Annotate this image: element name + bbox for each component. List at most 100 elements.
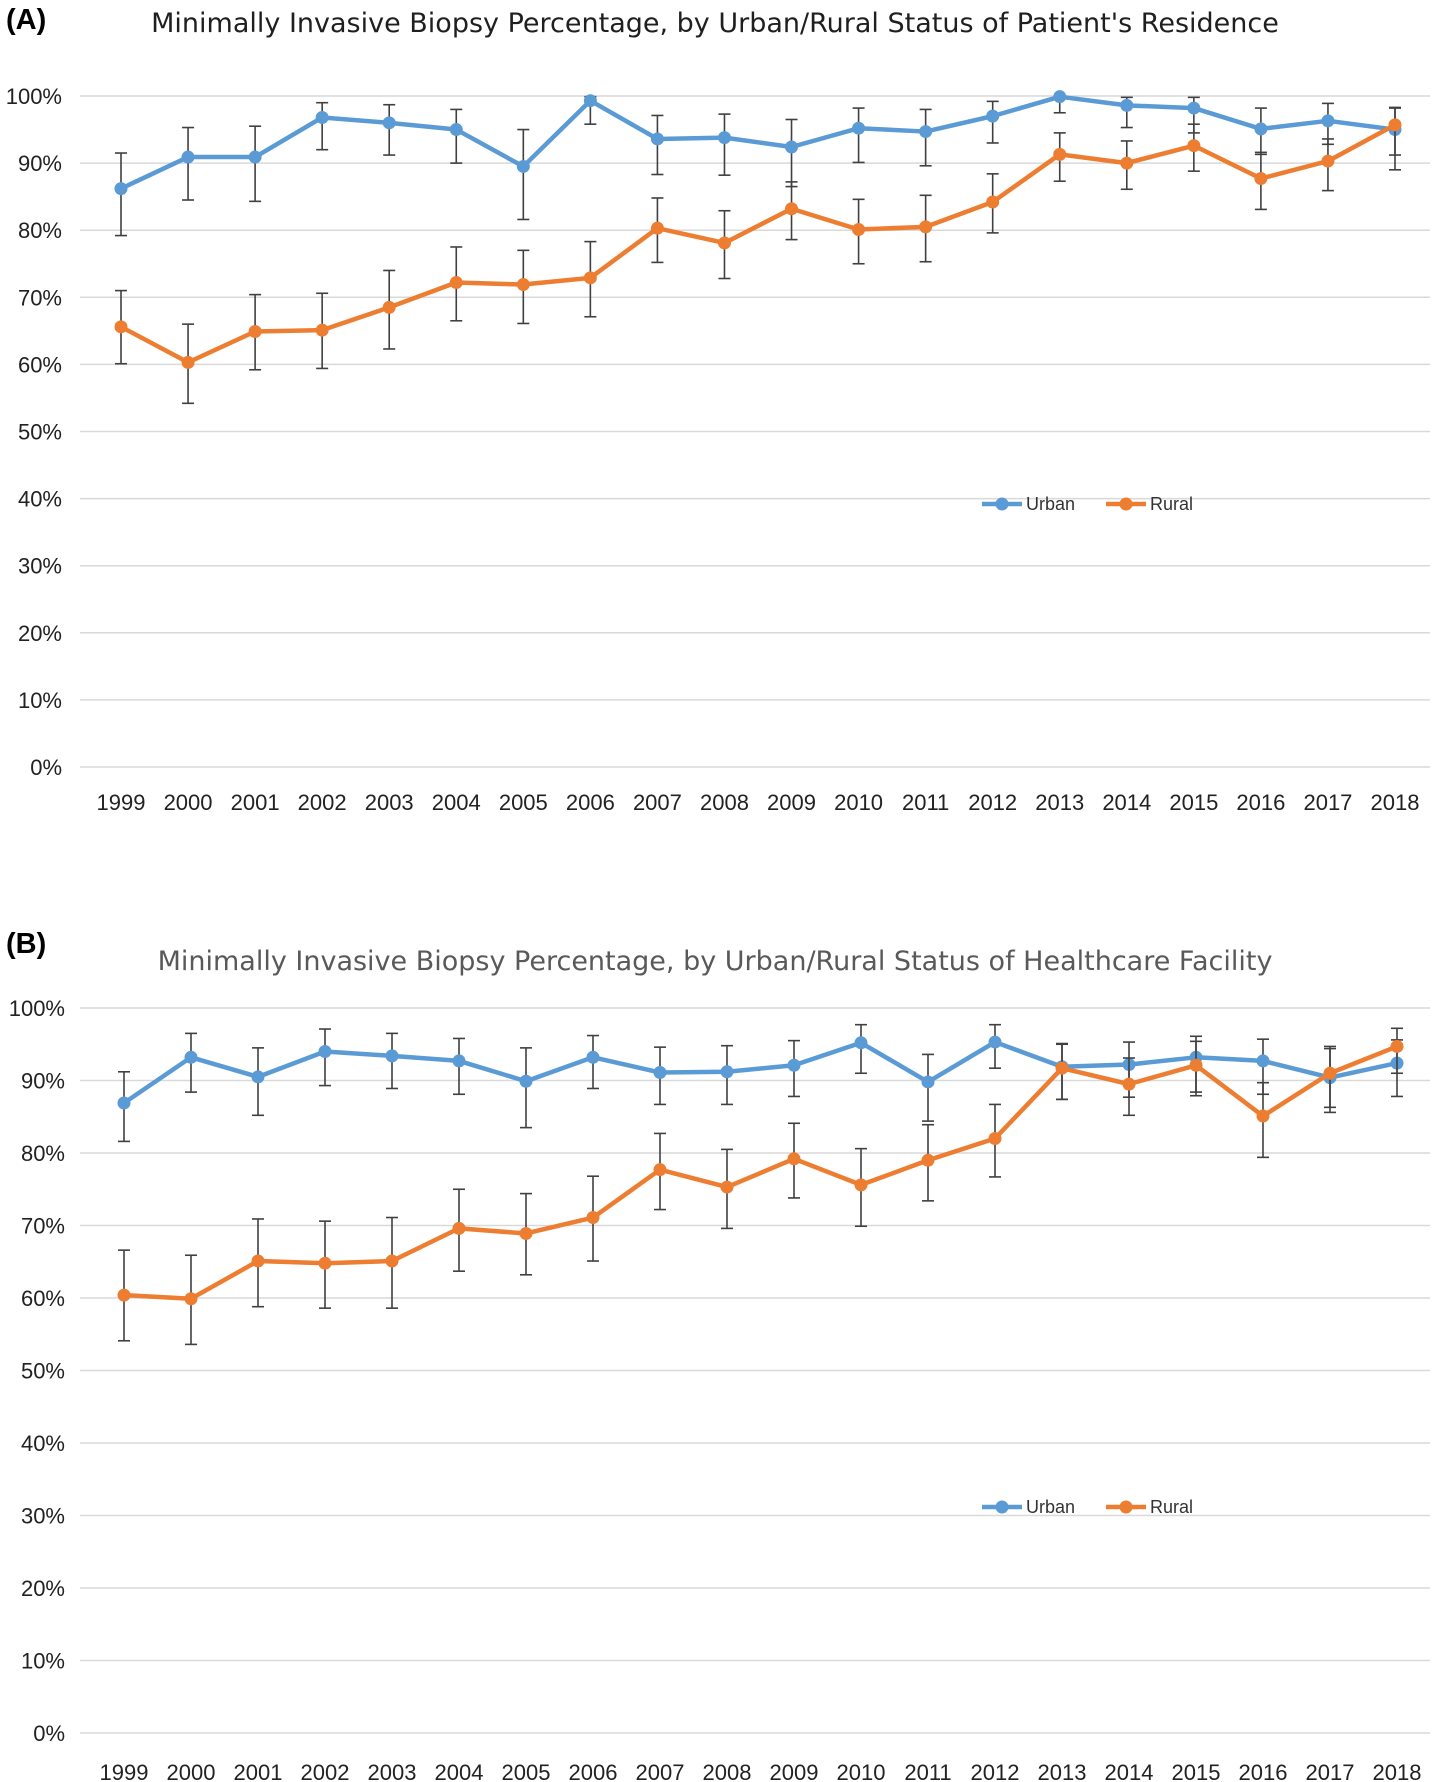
rural-data-point — [117, 1288, 131, 1302]
rural-data-point — [519, 1226, 533, 1240]
rural-data-point — [653, 1163, 667, 1177]
rural-data-point — [785, 202, 799, 216]
urban-data-point — [452, 1054, 466, 1068]
y-tick-label: 50% — [21, 1359, 65, 1384]
rural-data-point — [921, 1153, 935, 1167]
rural-data-point — [315, 323, 329, 337]
rural-data-point — [449, 276, 463, 290]
x-tick-label: 2002 — [301, 1760, 350, 1782]
x-tick-label: 2012 — [968, 790, 1017, 815]
urban-data-point — [251, 1070, 265, 1084]
rural-data-point — [1254, 172, 1268, 186]
x-tick-label: 2008 — [700, 790, 749, 815]
urban-data-point — [181, 150, 195, 164]
rural-data-point — [251, 1254, 265, 1268]
y-tick-label: 10% — [18, 688, 62, 713]
panel-b-label: (B) — [6, 928, 47, 960]
rural-data-point — [318, 1256, 332, 1270]
y-tick-label: 50% — [18, 420, 62, 445]
rural-data-point — [1122, 1077, 1136, 1091]
urban-data-point — [650, 132, 664, 146]
urban-data-point — [1053, 90, 1067, 104]
rural-data-point — [181, 355, 195, 369]
x-tick-label: 2009 — [770, 1760, 819, 1782]
urban-data-point — [854, 1036, 868, 1050]
rural-data-point — [1120, 156, 1134, 170]
legend-urban-marker — [995, 497, 1009, 511]
x-tick-label: 2016 — [1239, 1760, 1288, 1782]
urban-data-point — [184, 1050, 198, 1064]
urban-data-point — [586, 1050, 600, 1064]
y-tick-label: 100% — [6, 84, 62, 109]
urban-data-point — [1321, 114, 1335, 128]
rural-series-line — [119, 122, 1397, 365]
x-tick-label: 2005 — [499, 790, 548, 815]
x-tick-label: 2011 — [904, 1760, 951, 1782]
urban-data-point — [785, 140, 799, 154]
urban-data-point — [986, 109, 1000, 123]
rural-data-point — [787, 1152, 801, 1166]
urban-data-point — [114, 182, 128, 196]
urban-data-point — [653, 1066, 667, 1080]
chart-b-title: Minimally Invasive Biopsy Percentage, by… — [157, 946, 1273, 977]
urban-data-point — [117, 1096, 131, 1110]
rural-data-point — [248, 325, 262, 339]
y-tick-label: 20% — [18, 621, 62, 646]
rural-data-point — [1053, 147, 1067, 161]
y-tick-label: 0% — [30, 755, 62, 780]
y-tick-label: 90% — [18, 151, 62, 176]
x-tick-label: 2017 — [1303, 790, 1352, 815]
x-tick-label: 2006 — [566, 790, 615, 815]
urban-data-point — [787, 1058, 801, 1072]
rural-data-point — [986, 195, 1000, 209]
y-tick-label: 70% — [21, 1214, 65, 1239]
x-tick-label: 2010 — [834, 790, 883, 815]
x-tick-label: 1999 — [97, 790, 146, 815]
rural-data-point — [583, 271, 597, 285]
x-tick-label: 2007 — [633, 790, 682, 815]
x-tick-label: 2018 — [1371, 790, 1420, 815]
legend-rural-label: Rural — [1150, 1497, 1193, 1517]
urban-data-point — [1187, 101, 1201, 115]
y-tick-label: 0% — [33, 1721, 65, 1746]
y-tick-label: 60% — [21, 1286, 65, 1311]
x-tick-label: 2016 — [1236, 790, 1285, 815]
x-tick-label: 1999 — [100, 1760, 149, 1782]
x-tick-label: 2008 — [703, 1760, 752, 1782]
rural-data-point — [720, 1180, 734, 1194]
legend-rural-marker — [1119, 1500, 1133, 1514]
rural-data-point — [114, 320, 128, 334]
x-tick-label: 2015 — [1169, 790, 1218, 815]
y-tick-label: 90% — [21, 1069, 65, 1094]
legend-rural-label: Rural — [1150, 494, 1193, 514]
legend-urban-label: Urban — [1026, 494, 1075, 514]
y-tick-label: 20% — [21, 1576, 65, 1601]
urban-data-point — [318, 1045, 332, 1058]
y-tick-label: 80% — [18, 218, 62, 243]
urban-data-point — [720, 1065, 734, 1079]
y-tick-label: 40% — [18, 487, 62, 512]
rural-data-point — [516, 278, 530, 292]
legend-urban-label: Urban — [1026, 1497, 1075, 1517]
x-tick-label: 2000 — [164, 790, 213, 815]
x-tick-label: 2011 — [902, 790, 949, 815]
x-tick-label: 2004 — [432, 790, 481, 815]
urban-data-point — [382, 116, 396, 130]
urban-data-point — [717, 131, 731, 145]
rural-data-point — [919, 220, 933, 234]
rural-data-point — [650, 221, 664, 235]
x-tick-label: 2014 — [1105, 1760, 1154, 1782]
urban-data-point — [385, 1049, 399, 1063]
rural-data-point — [1321, 154, 1335, 168]
x-tick-label: 2018 — [1373, 1760, 1422, 1782]
urban-data-point — [919, 125, 933, 139]
urban-series-line — [122, 1039, 1398, 1105]
rural-data-point — [852, 223, 866, 237]
urban-data-point — [519, 1074, 533, 1088]
rural-data-point — [1189, 1058, 1203, 1072]
panel-a-label: (A) — [6, 4, 47, 36]
urban-data-point — [315, 110, 329, 124]
rural-data-point — [382, 300, 396, 314]
urban-data-point — [1256, 1054, 1270, 1068]
legend-rural-marker — [1119, 497, 1133, 511]
